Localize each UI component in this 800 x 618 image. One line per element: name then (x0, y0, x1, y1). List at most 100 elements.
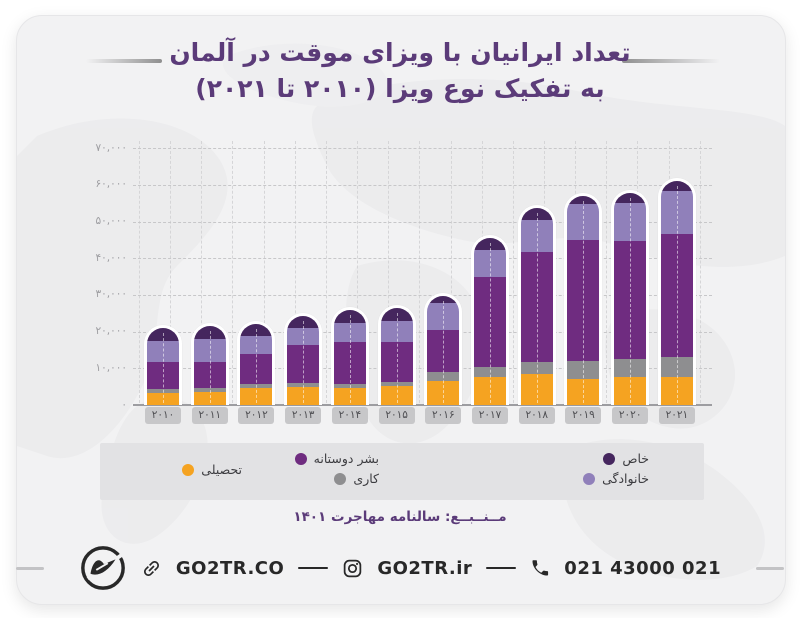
vertical-gridline (232, 141, 234, 403)
horizontal-gridline (133, 184, 712, 186)
bar-2021 (657, 178, 696, 405)
x-label-2020: ۲۰۲۰ (612, 407, 649, 424)
bar-centerline-2011 (209, 331, 211, 403)
x-label-2010: ۲۰۱۰ (145, 407, 181, 424)
legend-item-special: خاص (603, 451, 649, 466)
vertical-gridline (699, 141, 701, 403)
vertical-gridline (450, 141, 452, 403)
footer-contact-bar: GO2TR.CO GO2TR.ir 021 43000 021 (0, 542, 800, 594)
legend-label-work: کاری (353, 471, 379, 486)
x-label-2021: ۲۰۲۱ (658, 407, 695, 424)
vertical-gridline (388, 141, 390, 403)
horizontal-gridline (133, 368, 712, 370)
legend-dot-work (334, 472, 347, 485)
horizontal-gridline (133, 331, 712, 333)
x-label-2014: ۲۰۱۴ (331, 407, 368, 424)
bar-2018 (517, 204, 556, 405)
instagram-icon (342, 558, 363, 579)
horizontal-gridline (133, 294, 712, 296)
bar-centerline-2012 (256, 328, 258, 403)
y-axis-tick-label: ۴۰,۰۰۰ (95, 251, 127, 264)
legend-label-special: خاص (622, 451, 649, 466)
legend-item-humanitarian: بشر دوستانه (294, 451, 379, 466)
horizontal-gridline (133, 148, 712, 150)
legend-label-family: خانوادگی (602, 471, 649, 486)
legend-dot-special (603, 452, 616, 465)
link-icon (141, 558, 162, 579)
bar-2020 (611, 190, 650, 405)
vertical-gridline (201, 141, 203, 403)
legend-column-1: بشر دوستانه کاری (294, 451, 379, 486)
chart-title-line1: تعداد ایرانیان با ویزای موقت در آلمان (169, 38, 631, 67)
instagram-link[interactable]: GO2TR.ir (377, 557, 473, 579)
segment-special-2021 (660, 181, 693, 191)
legend-column-2: تحصیلی (182, 462, 242, 477)
x-label-2016: ۲۰۱۶ (425, 407, 462, 424)
vertical-gridline (325, 141, 327, 403)
bar-centerline-2015 (396, 312, 398, 403)
phone-number[interactable]: 021 43000 021 (564, 557, 722, 579)
bar-2016 (424, 293, 463, 405)
x-label-2017: ۲۰۱۷ (472, 407, 509, 424)
y-axis-tick-label: ۱۰,۰۰۰ (95, 361, 127, 374)
phone-icon (530, 558, 550, 578)
footer-separator (486, 566, 517, 570)
segment-special-2016 (427, 296, 460, 303)
bar-centerline-2018 (536, 212, 538, 403)
bar-centerline-2019 (583, 200, 585, 403)
vertical-gridline (263, 141, 265, 403)
go2tr-logo (79, 544, 127, 592)
legend-label-study: تحصیلی (201, 462, 242, 477)
bar-2012 (237, 320, 276, 405)
y-axis-tick-label: ۵۰,۰۰۰ (95, 215, 127, 227)
legend-item-work: کاری (334, 471, 379, 486)
vertical-gridline (419, 141, 421, 403)
bar-2019 (564, 192, 603, 405)
bar-centerline-2014 (349, 315, 351, 403)
bar-centerline-2020 (630, 198, 632, 403)
y-axis-tick-label: ۲۰,۰۰۰ (95, 325, 127, 338)
y-axis-tick-label: ۶۰,۰۰۰ (95, 178, 127, 191)
legend-column-0: خاص خانوادگی (583, 451, 649, 486)
bar-centerline-2021 (676, 186, 678, 403)
bar-centerline-2017 (490, 243, 492, 403)
y-axis-tick-label: ۰ (121, 398, 127, 411)
bar-2017 (471, 235, 510, 405)
legend-item-study: تحصیلی (182, 462, 242, 477)
footer-edge-dash-left (16, 567, 44, 570)
horizontal-gridline (133, 221, 712, 223)
chart-title-line2: به تفکیک نوع ویزا (۲۰۱۰ تا ۲۰۲۱) (195, 74, 605, 103)
bar-centerline-2010 (163, 332, 164, 403)
legend: خاص خانوادگی بشر دوستانه کاری تحصیلی (100, 443, 704, 500)
x-label-2012: ۲۰۱۲ (238, 407, 275, 424)
x-label-2011: ۲۰۱۱ (191, 407, 228, 424)
x-axis-line (133, 404, 712, 406)
x-label-2013: ۲۰۱۳ (285, 407, 322, 424)
website-link[interactable]: GO2TR.CO (175, 557, 285, 579)
vertical-gridline (357, 141, 359, 403)
bar-2014 (330, 307, 369, 405)
legend-item-family: خانوادگی (583, 471, 649, 486)
bar-centerline-2016 (443, 301, 445, 403)
bar-centerline-2013 (303, 320, 305, 403)
bar-2011 (190, 323, 229, 405)
vertical-gridline (512, 141, 514, 403)
y-axis-tick-label: ۳۰,۰۰۰ (95, 288, 127, 301)
vertical-gridline (294, 141, 296, 403)
bar-2010 (144, 324, 182, 405)
footer-edge-dash-right (756, 567, 784, 570)
legend-dot-family (583, 472, 596, 485)
y-axis-tick-label: ۷۰,۰۰۰ (95, 141, 127, 154)
segment-special-2020 (614, 193, 647, 204)
bar-2015 (377, 304, 416, 405)
x-label-2019: ۲۰۱۹ (565, 407, 602, 424)
legend-dot-study (182, 463, 195, 476)
legend-dot-humanitarian (294, 452, 307, 465)
vertical-gridline (139, 141, 140, 403)
vertical-gridline (170, 141, 172, 403)
horizontal-gridline (133, 258, 712, 260)
title-dash-right (622, 59, 720, 63)
footer-separator (298, 566, 329, 570)
bar-2013 (284, 312, 323, 405)
